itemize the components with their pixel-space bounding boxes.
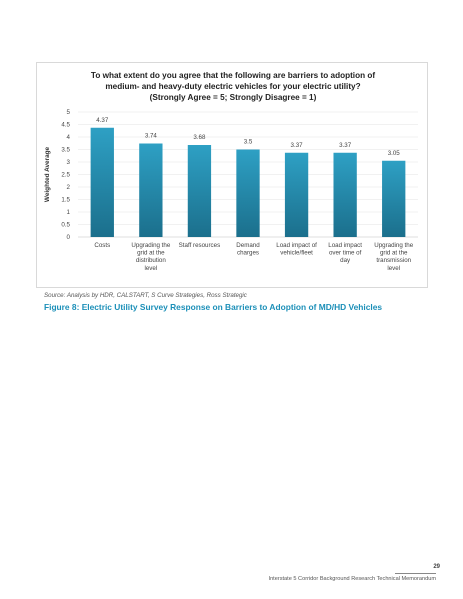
- x-category-label-line: grid at the: [380, 250, 408, 257]
- y-axis-title: Weighted Average: [44, 146, 51, 202]
- y-tick-label: 5: [67, 109, 71, 116]
- bar: [236, 149, 260, 237]
- x-category-label-line: Demand: [236, 242, 260, 249]
- y-tick-label: 3.5: [61, 147, 70, 154]
- x-category-label-line: grid at the: [137, 250, 165, 257]
- bar: [382, 160, 406, 237]
- x-category-label-line: Upgrading the: [131, 242, 170, 249]
- source-note: Source: Analysis by HDR, CALSTART, S Cur…: [44, 292, 247, 299]
- bar-value-label: 3.74: [145, 133, 158, 140]
- bar-value-label: 3.37: [291, 142, 304, 149]
- y-tick-label: 4: [67, 134, 71, 141]
- x-category-label: Upgrading the grid at the transmission leve…: [374, 242, 413, 272]
- y-tick-label: 1: [67, 209, 71, 216]
- y-tick-label: 3: [67, 159, 71, 166]
- bar: [284, 152, 309, 237]
- bar-value-label: 4.37: [96, 117, 109, 124]
- chart-title-line: To what extent do you agree that the fol…: [90, 71, 376, 80]
- x-category-label-line: Load impact of: [276, 242, 317, 249]
- bar-value-label: 3.68: [193, 134, 206, 141]
- chart-title-line: medium- and heavy-duty electric vehicles…: [105, 82, 361, 91]
- y-tick-label: 4.5: [61, 122, 70, 129]
- figure-caption: Figure 8: Electric Utility Survey Respon…: [44, 302, 383, 312]
- bar-value-label: 3.5: [244, 139, 253, 146]
- x-category-label: Demand charges: [236, 242, 260, 257]
- x-category-label-line: transmission: [376, 257, 411, 264]
- bar-value-label: 3.37: [339, 142, 352, 149]
- y-tick-label: 1.5: [61, 197, 70, 204]
- y-tick-label: 2: [67, 184, 71, 191]
- x-category-label-line: level: [387, 265, 400, 272]
- x-category-label-line: vehicle/fleet: [280, 250, 313, 257]
- y-tick-label: 0: [67, 234, 71, 241]
- x-category-label-line: distribution: [136, 257, 166, 264]
- x-category-label-line: over time of: [329, 250, 362, 257]
- x-category-label: Load impact over time of day: [328, 242, 362, 264]
- y-tick-label: 2.5: [61, 172, 70, 179]
- x-category-label: Load impact of vehicle/fleet: [276, 242, 317, 257]
- bar-value-label: 3.05: [388, 150, 401, 157]
- x-category-label: Costs: [94, 242, 110, 249]
- x-category-label-line: charges: [237, 250, 259, 257]
- x-category-label: Upgrading the grid at the distribution leve…: [131, 242, 170, 272]
- x-category-label-line: day: [340, 257, 351, 264]
- bar: [333, 152, 357, 237]
- x-category-label-line: Upgrading the: [374, 242, 413, 249]
- footer-document-title: Interstate 5 Corridor Background Researc…: [268, 576, 436, 582]
- y-tick-label: 0.5: [61, 222, 70, 229]
- bar: [187, 145, 212, 237]
- page-number: 29: [433, 564, 440, 570]
- chart-title: To what extent do you agree that the fol…: [40, 70, 426, 103]
- bar-chart: 0 0.5 1 1.5 2 2.5 3 3.5 4 4.5 5 Weighted Average 4.3…: [44, 109, 418, 272]
- x-category-label-line: Staff resources: [179, 242, 221, 249]
- x-category-label-line: level: [144, 265, 157, 272]
- bar: [139, 143, 163, 237]
- x-category-label-line: Load impact: [328, 242, 362, 249]
- x-category-label-line: Costs: [94, 242, 110, 249]
- bar: [90, 127, 114, 237]
- x-category-label: Staff resources: [179, 242, 221, 249]
- chart-title-line: (Strongly Agree = 5; Strongly Disagree =…: [149, 93, 317, 102]
- footer-rule: [395, 573, 436, 574]
